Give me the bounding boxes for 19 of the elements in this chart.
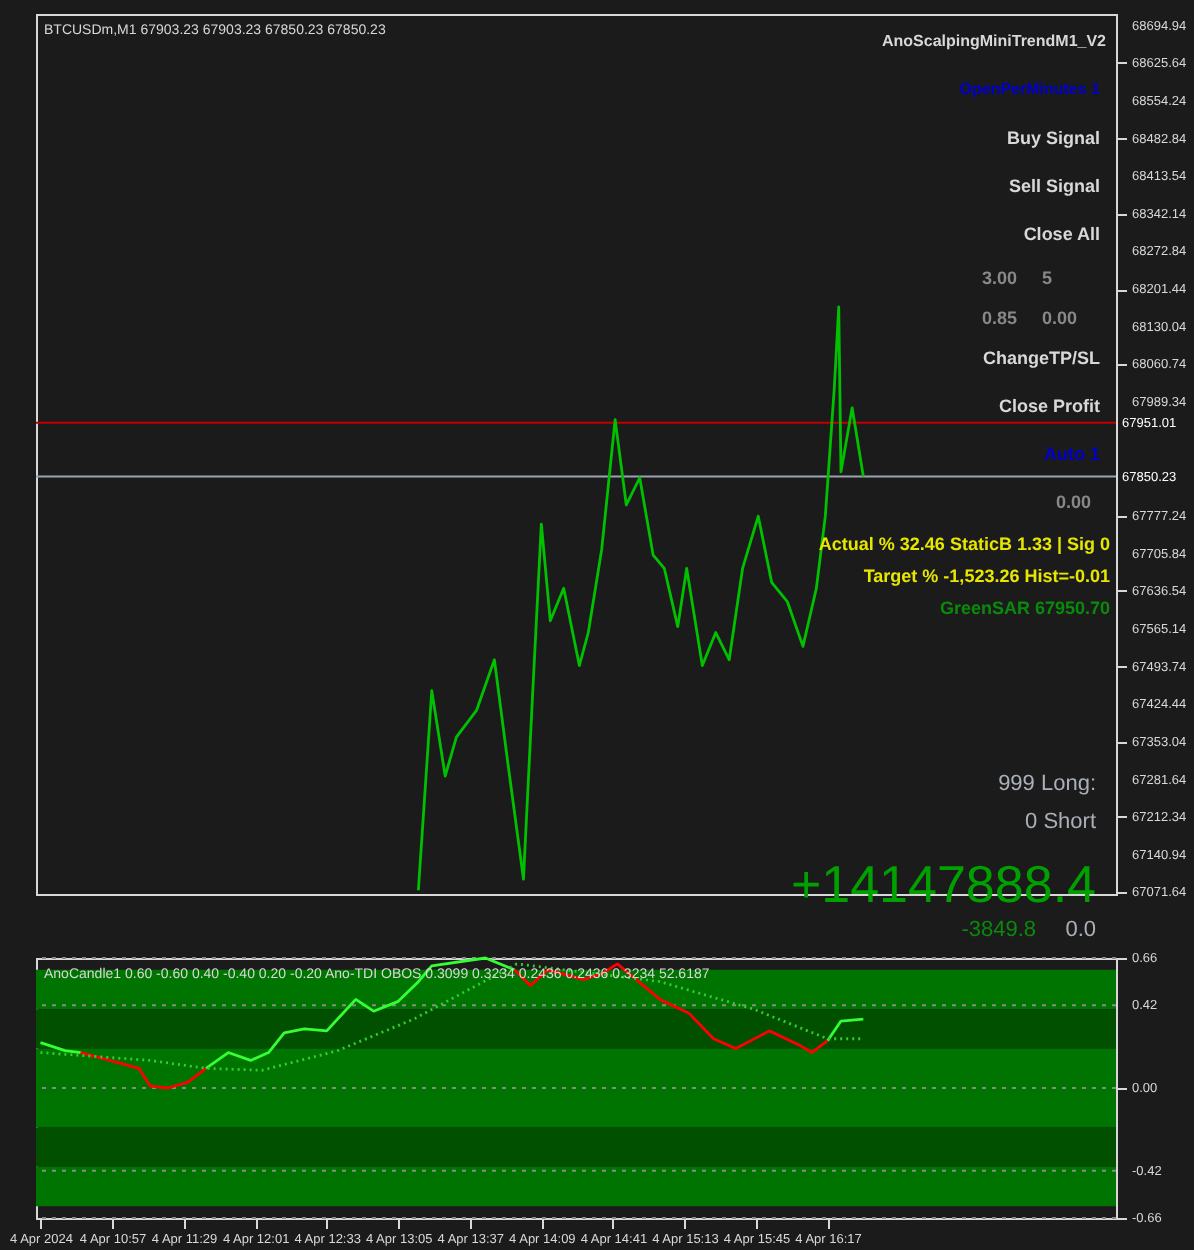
annotation: Close Profit bbox=[998, 396, 1100, 416]
annotation: 999 Long: bbox=[998, 772, 1096, 796]
annotation: Target % -1,523.26 Hist=-0.01 bbox=[863, 566, 1110, 586]
text: 0.0 bbox=[1065, 918, 1096, 942]
annotation: Sell Signal bbox=[1008, 176, 1100, 196]
annotation: 0.00 bbox=[1056, 492, 1092, 512]
annotation: ChangeTP/SL bbox=[982, 348, 1101, 368]
annotation: 0.85 bbox=[982, 308, 1018, 328]
annotation: 3.00 bbox=[982, 268, 1018, 288]
annotation: Close All bbox=[1023, 224, 1100, 244]
annotation: Auto 1 bbox=[1044, 444, 1100, 464]
annotation: AnoScalpingMiniTrendM1_V2 bbox=[881, 32, 1108, 50]
annotation: OpenPerMinutes 1 bbox=[959, 80, 1102, 98]
annotation: 5 bbox=[1042, 268, 1053, 288]
annotation: 0.00 bbox=[1042, 308, 1078, 328]
annotation: Buy Signal bbox=[1006, 128, 1100, 148]
text: -3849.8 bbox=[961, 918, 1036, 942]
annotation: 0 Short bbox=[1025, 810, 1096, 834]
annotation: GreenSAR 67950.70 bbox=[939, 598, 1110, 618]
